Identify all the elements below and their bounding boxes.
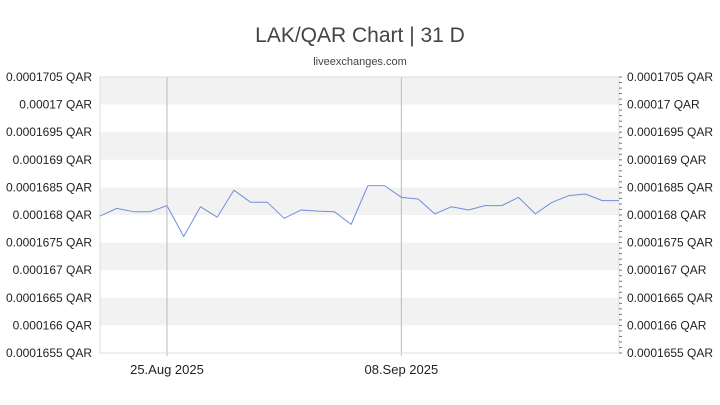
grid-bands [100,77,619,353]
series-group [99,185,619,238]
grid-band [100,77,619,105]
x-tick-label: 25.Aug 2025 [130,362,204,377]
y-axis-right: 0.0001705 QAR 0.00017 QAR 0.0001695 QAR 0.0… [619,70,713,360]
y-tick-label-left: 0.0001685 QAR [6,180,92,194]
grid-band [100,132,619,160]
y-tick-label-right: 0.000169 QAR [627,153,707,167]
y-tick-label-left: 0.000167 QAR [13,263,93,277]
y-tick-label-left: 0.000168 QAR [13,208,93,222]
chart-title: LAK/QAR Chart | 31 D [255,24,465,47]
y-axis-left: 0.0001705 QAR 0.00017 QAR 0.0001695 QAR 0.0… [6,70,92,360]
grid-band [100,104,619,133]
y-tick-label-right: 0.0001705 QAR [627,70,713,84]
y-tick-label-right: 0.00017 QAR [627,98,700,112]
x-tick-label: 08.Sep 2025 [364,362,438,377]
y-tick-label-left: 0.0001665 QAR [6,291,92,305]
chart-source: liveexchanges.com [313,56,407,68]
grid-band [100,242,619,271]
y-tick-label-left: 0.0001675 QAR [6,236,92,250]
y-tick-label-right: 0.000167 QAR [627,263,707,277]
series-line [99,185,619,238]
y-tick-label-right: 0.000168 QAR [627,208,707,222]
grid-band [100,325,619,353]
y-tick-label-right: 0.0001665 QAR [627,291,713,305]
grid-band [100,187,619,215]
y-tick-label-right: 0.000166 QAR [627,318,707,332]
y-tick-label-right: 0.0001685 QAR [627,180,713,194]
grid-band [100,215,619,243]
y-tick-label-left: 0.0001705 QAR [6,70,92,84]
y-tick-label-left: 0.0001695 QAR [6,125,92,139]
y-tick-label-right: 0.0001695 QAR [627,125,713,139]
x-axis: 25.Aug 2025 08.Sep 2025 [130,362,438,377]
y-tick-label-right: 0.0001655 QAR [627,346,713,360]
y-tick-label-left: 0.00017 QAR [19,98,92,112]
grid-band [100,270,619,298]
y-tick-label-left: 0.000166 QAR [13,318,93,332]
y-tick-label-left: 0.0001655 QAR [6,346,92,360]
y-tick-label-left: 0.000169 QAR [13,153,93,167]
y-tick-label-right: 0.0001675 QAR [627,236,713,250]
grid-band [100,159,619,188]
grid-band [100,297,619,326]
x-gridlines [166,77,402,356]
